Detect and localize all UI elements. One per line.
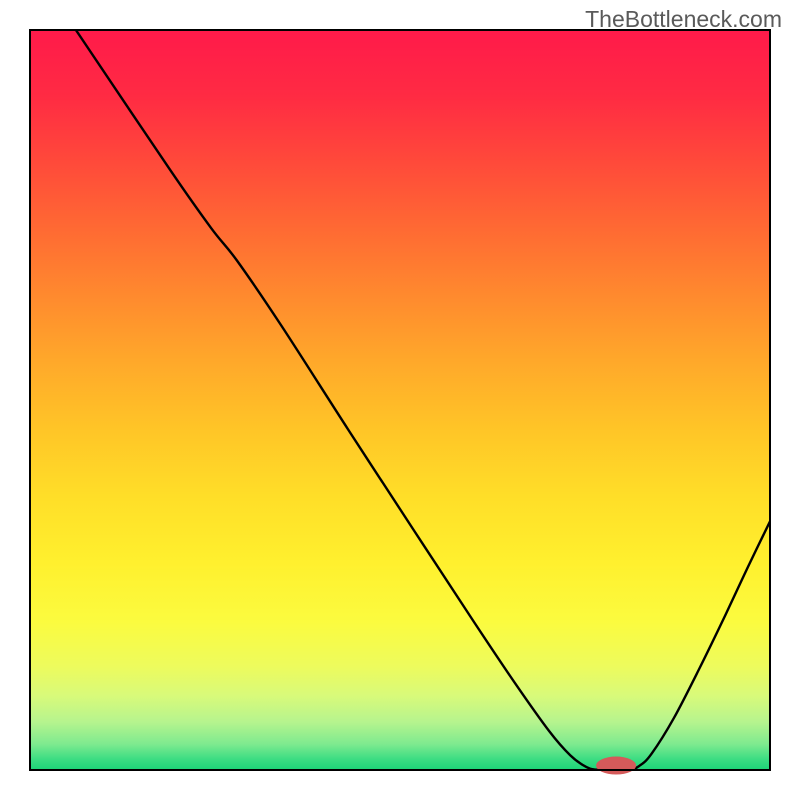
bottleneck-chart (0, 0, 800, 800)
optimal-point-marker (596, 757, 636, 775)
chart-container: { "watermark": { "text": "TheBottleneck.… (0, 0, 800, 800)
watermark-text: TheBottleneck.com (585, 6, 782, 33)
gradient-background (30, 30, 770, 770)
